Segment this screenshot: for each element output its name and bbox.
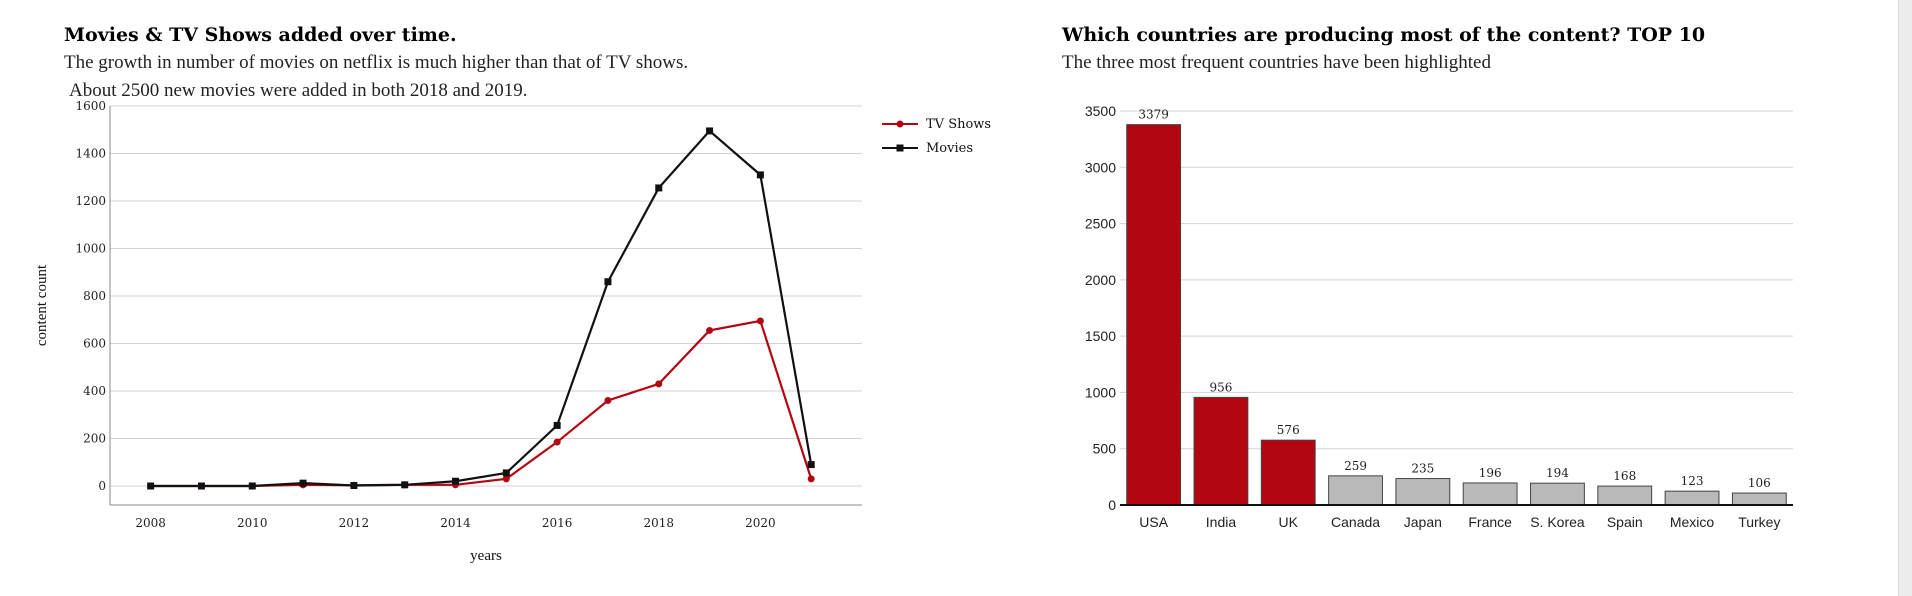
- y-tick-label: 0: [1108, 497, 1116, 513]
- x-tick-label: 2014: [440, 516, 471, 530]
- bar: [1462, 482, 1518, 506]
- y-axis-label: content count: [34, 264, 50, 346]
- tv-shows-point: [502, 475, 510, 483]
- movies-point: [706, 127, 714, 135]
- y-tick-label: 800: [83, 289, 106, 303]
- tv-shows-point: [655, 380, 663, 388]
- movies-point: [553, 421, 561, 429]
- x-tick-label: Mexico: [1670, 514, 1715, 530]
- x-tick-label: 2010: [237, 516, 268, 530]
- bar: [1395, 478, 1451, 506]
- x-tick-label: UK: [1279, 514, 1299, 530]
- y-tick-label: 200: [83, 432, 106, 446]
- y-tick-label: 2500: [1085, 216, 1116, 232]
- movies-point: [350, 482, 358, 490]
- line-chart-subtitle-2: About 2500 new movies were added in both…: [69, 80, 528, 101]
- tv-shows-point: [604, 397, 612, 404]
- x-axis-label: years: [470, 548, 502, 564]
- bar-chart-title: Which countries are producing most of th…: [1062, 24, 1706, 46]
- legend-marker: [896, 144, 904, 152]
- bar-value-label: 576: [1277, 423, 1300, 437]
- tv-shows-point: [756, 317, 764, 325]
- x-tick-label: Canada: [1331, 514, 1380, 530]
- y-tick-label: 1200: [75, 194, 106, 208]
- x-tick-label: 2020: [745, 516, 776, 530]
- bar-value-label: 259: [1344, 459, 1367, 473]
- x-tick-label: Spain: [1607, 514, 1643, 530]
- bar-value-label: 196: [1479, 466, 1502, 480]
- x-tick-label: S. Korea: [1530, 514, 1585, 530]
- legend-marker: [896, 120, 904, 128]
- x-tick-label: 2016: [542, 516, 573, 530]
- bar: [1193, 396, 1249, 506]
- bar-value-label: 106: [1748, 476, 1771, 490]
- bar-value-label: 235: [1411, 462, 1434, 476]
- y-tick-label: 0: [98, 479, 106, 493]
- y-tick-label: 400: [83, 384, 106, 398]
- bar: [1260, 439, 1316, 506]
- line-chart-title: Movies & TV Shows added over time.: [64, 24, 457, 46]
- bar: [1597, 485, 1653, 506]
- page-scrollbar[interactable]: [1898, 0, 1912, 596]
- bar-value-label: 168: [1613, 469, 1636, 483]
- tv-shows-point: [807, 475, 815, 483]
- movies-point: [452, 477, 460, 485]
- y-tick-label: 3000: [1085, 159, 1116, 175]
- y-tick-label: 600: [83, 337, 106, 351]
- bar-value-label: 956: [1209, 380, 1232, 394]
- movies-point: [756, 171, 764, 179]
- movies-point: [655, 184, 663, 192]
- movies-point: [248, 482, 256, 490]
- y-tick-label: 1000: [1085, 384, 1116, 400]
- bar-value-label: 194: [1546, 466, 1569, 480]
- movies-point: [807, 461, 815, 469]
- y-tick-label: 1500: [1085, 328, 1116, 344]
- x-tick-label: India: [1206, 514, 1237, 530]
- line-chart: 0 200 400 600 800 1000 1200 1400 1600 2008 2010 201…: [34, 99, 991, 564]
- tv-shows-point: [706, 326, 714, 334]
- movies-point: [604, 278, 612, 286]
- movies-point: [502, 469, 510, 477]
- line-chart-subtitle-1: The growth in number of movies on netfli…: [64, 52, 689, 73]
- y-tick-label: 500: [1093, 441, 1117, 457]
- y-tick-label: 1600: [75, 99, 106, 113]
- x-tick-label: France: [1468, 514, 1512, 530]
- legend-label: Movies: [926, 141, 973, 156]
- x-tick-label: 2008: [135, 516, 166, 530]
- bar-value-label: 123: [1681, 474, 1704, 488]
- y-tick-label: 1400: [75, 147, 106, 161]
- legend-label: TV Shows: [926, 117, 991, 132]
- y-tick-label: 1000: [75, 242, 106, 256]
- x-tick-label: USA: [1139, 514, 1168, 530]
- bar-value-label: 3379: [1138, 108, 1169, 122]
- bar: [1328, 475, 1383, 506]
- bar: [1664, 490, 1720, 506]
- tv-shows-point: [553, 438, 561, 446]
- movies-point: [401, 481, 409, 489]
- x-tick-label: Turkey: [1738, 514, 1780, 530]
- x-tick-label: 2018: [643, 516, 674, 530]
- y-tick-label: 3500: [1085, 103, 1116, 119]
- bar-chart-subtitle: The three most frequent countries have b…: [1062, 52, 1491, 73]
- movies-point: [299, 479, 307, 487]
- bar: [1530, 482, 1585, 506]
- movies-point: [147, 482, 155, 490]
- bar: [1731, 492, 1787, 506]
- x-tick-label: Japan: [1404, 514, 1442, 530]
- series-line: [150, 129, 813, 488]
- bar: [1126, 124, 1182, 506]
- y-tick-label: 2000: [1085, 272, 1116, 288]
- movies-point: [197, 482, 205, 490]
- x-tick-label: 2012: [339, 516, 370, 530]
